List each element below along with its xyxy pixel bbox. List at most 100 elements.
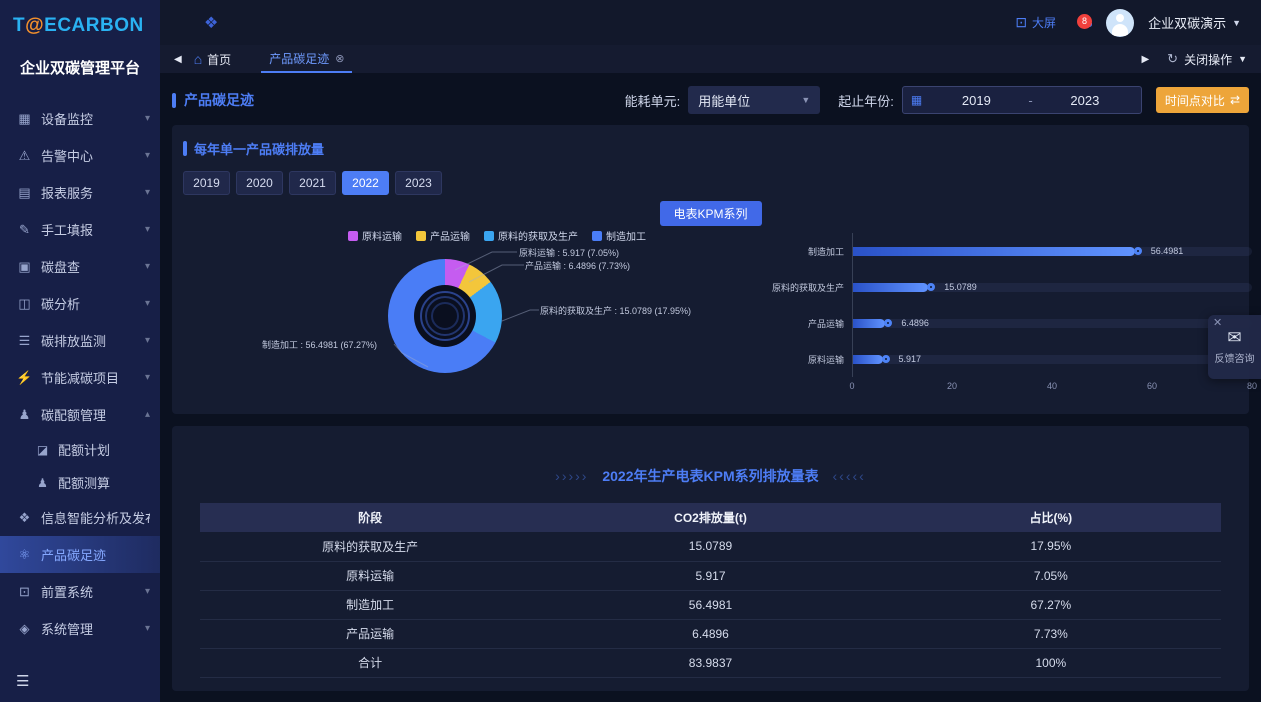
sidebar-subitem[interactable]: ◪ 配额计划 bbox=[0, 433, 160, 466]
year-range-picker[interactable]: ▦ 2019 - 2023 bbox=[901, 86, 1142, 114]
bar-fill bbox=[853, 246, 1142, 256]
table-cell: 17.95% bbox=[880, 532, 1221, 562]
chevron-down-icon: ▾ bbox=[144, 586, 150, 597]
kpm-series-button[interactable]: 电表KPM系列 bbox=[659, 201, 762, 226]
sidebar-subitem[interactable]: ♟ 配额测算 bbox=[0, 466, 160, 499]
bar-axis-tick: 80 bbox=[1246, 381, 1258, 391]
sidebar-item[interactable]: ◫ 碳分析 ▾ bbox=[0, 285, 160, 322]
sidebar-item[interactable]: ❖ 信息智能分析及发布 bbox=[0, 499, 160, 536]
sidebar-item-label: 报表服务 bbox=[41, 186, 94, 201]
chart-section-header: 每年单一产品碳排放量 bbox=[183, 139, 324, 158]
feedback-widget[interactable]: ✕ ✉ 反馈咨询 bbox=[1208, 315, 1261, 379]
sidebar-subitem-label: 配额测算 bbox=[58, 476, 111, 491]
home-tab[interactable]: ⌂ 首页 bbox=[194, 51, 231, 68]
sidebar-item-label: 手工填报 bbox=[41, 223, 94, 238]
bar-row[interactable]: 原料运输 5.917 bbox=[732, 341, 1252, 377]
sidebar-item[interactable]: ▤ 报表服务 ▾ bbox=[0, 174, 160, 211]
year-button[interactable]: 2021 bbox=[289, 171, 336, 195]
table-row[interactable]: 原料运输 5.917 7.05% bbox=[200, 561, 1221, 591]
legend-swatch bbox=[348, 230, 358, 241]
tabs-scroll-left-icon[interactable]: ◀ bbox=[174, 53, 182, 65]
sidebar-item[interactable]: ⊡ 前置系统 ▾ bbox=[0, 573, 160, 610]
table-panel: ››››› 2022年生产电表KPM系列排放量表 ‹‹‹‹‹ 阶段 CO2排放量(… bbox=[172, 426, 1249, 691]
table-body: 原料的获取及生产 15.0789 17.95% 原料运输 5.917 7.05% 制造加工 5… bbox=[200, 532, 1221, 678]
table-row[interactable]: 制造加工 56.4981 67.27% bbox=[200, 590, 1221, 620]
year-button[interactable]: 2019 bbox=[183, 171, 230, 195]
logo-text-rest: ECARBON bbox=[44, 15, 144, 36]
chevron-down-icon: ▼ bbox=[1232, 17, 1241, 28]
table-cell: 产品运输 bbox=[200, 619, 541, 649]
donut-chart[interactable] bbox=[388, 259, 502, 373]
sidebar-item[interactable]: ▣ 碳盘查 ▾ bbox=[0, 248, 160, 285]
quota-plan-icon: ◪ bbox=[36, 442, 49, 457]
table-row[interactable]: 原料的获取及生产 15.0789 17.95% bbox=[200, 532, 1221, 562]
year-start-value[interactable]: 2019 bbox=[961, 92, 991, 108]
apps-grid-icon[interactable]: ❖ bbox=[204, 14, 219, 32]
tab-close-icon[interactable]: ⊗ bbox=[335, 52, 345, 65]
product-footprint-icon: ⚛ bbox=[18, 546, 31, 562]
sidebar-item[interactable]: ⚡ 节能减碳项目 ▾ bbox=[0, 359, 160, 396]
tab-product-footprint[interactable]: 产品碳足迹 ⊗ bbox=[261, 45, 353, 73]
energy-unit-select[interactable]: 用能单位 ▼ bbox=[688, 86, 821, 114]
sidebar-item[interactable]: ⚠ 告警中心 ▾ bbox=[0, 137, 160, 174]
sidebar-item-label: 产品碳足迹 bbox=[41, 548, 107, 563]
feedback-close-icon[interactable]: ✕ bbox=[1213, 317, 1223, 329]
bar-axis-ticks: 0 20 40 60 80 bbox=[849, 377, 1257, 395]
tabs-scroll-right-icon[interactable]: ▶ bbox=[1141, 53, 1150, 65]
content: 产品碳足迹 能耗单元: 用能单位 ▼ 起止年份: ▦ 2019 - 2023 时… bbox=[160, 73, 1261, 702]
pie-chart-area: 原料运输 产品运输 原料的获取及生产 制造加工 bbox=[172, 225, 702, 411]
big-screen-button[interactable]: ⊡ 大屏 bbox=[1015, 14, 1056, 31]
table-row[interactable]: 合计 83.9837 100% bbox=[200, 648, 1221, 678]
big-screen-label: 大屏 bbox=[1032, 16, 1057, 30]
year-button[interactable]: 2022 bbox=[342, 171, 389, 195]
legend-item[interactable]: 原料的获取及生产 bbox=[484, 228, 578, 243]
sidebar-item[interactable]: ✎ 手工填报 ▾ bbox=[0, 211, 160, 248]
emission-monitor-icon: ☰ bbox=[18, 332, 31, 348]
chart-panel: 每年单一产品碳排放量 2019 2020 2021 2022 2023 电表KPM系列 … bbox=[172, 125, 1257, 414]
avatar[interactable] bbox=[1106, 8, 1135, 37]
sidebar-item[interactable]: ♟ 碳配额管理 ▴ bbox=[0, 396, 160, 433]
bar-x-axis: 0 20 40 60 80 bbox=[732, 377, 1257, 395]
bar-category-label: 产品运输 bbox=[807, 318, 844, 329]
year-end-value[interactable]: 2023 bbox=[1070, 92, 1100, 108]
front-system-icon: ⊡ bbox=[19, 583, 30, 599]
year-range-label: 起止年份: bbox=[838, 93, 894, 109]
table-cell: 原料的获取及生产 bbox=[200, 532, 541, 562]
legend-item[interactable]: 产品运输 bbox=[416, 228, 470, 243]
legend-item[interactable]: 原料运输 bbox=[348, 228, 402, 243]
notification-badge: 8 bbox=[1077, 13, 1093, 29]
bar-row[interactable]: 制造加工 56.4981 bbox=[732, 233, 1252, 269]
table-column-header: 阶段 bbox=[200, 503, 541, 532]
legend-item[interactable]: 制造加工 bbox=[592, 228, 646, 243]
sidebar-item-label: 告警中心 bbox=[41, 149, 94, 164]
bar-axis-tick: 40 bbox=[1046, 381, 1058, 391]
donut-ring bbox=[425, 296, 465, 336]
sidebar-collapse-icon[interactable]: ☰ bbox=[16, 673, 30, 690]
refresh-icon[interactable]: ↻ bbox=[1167, 51, 1179, 66]
bar-row[interactable]: 原料的获取及生产 15.0789 bbox=[732, 269, 1252, 305]
year-button[interactable]: 2023 bbox=[395, 171, 442, 195]
close-operations-dropdown[interactable]: ↻ 关闭操作 ▼ bbox=[1167, 51, 1247, 68]
time-compare-button[interactable]: 时间点对比 ⇄ bbox=[1155, 87, 1249, 113]
table-row[interactable]: 产品运输 6.4896 7.73% bbox=[200, 619, 1221, 649]
chevron-down-icon: ▾ bbox=[144, 261, 150, 272]
manual-entry-icon: ✎ bbox=[19, 221, 30, 237]
bar-value-label: 6.4896 bbox=[901, 318, 929, 328]
bar-row[interactable]: 产品运输 6.4896 bbox=[732, 305, 1252, 341]
donut-ring bbox=[431, 302, 459, 330]
sidebar-item[interactable]: ◈ 系统管理 ▾ bbox=[0, 610, 160, 647]
year-button[interactable]: 2020 bbox=[236, 171, 283, 195]
bar-value-label: 5.917 bbox=[898, 354, 922, 364]
pie-slice-label: 制造加工 : 56.4981 (67.27%) bbox=[262, 340, 378, 350]
chevron-down-icon: ▾ bbox=[144, 150, 150, 161]
sidebar-item[interactable]: ☰ 碳排放监测 ▾ bbox=[0, 322, 160, 359]
legend-label: 制造加工 bbox=[606, 232, 646, 243]
table-cell: 7.05% bbox=[880, 561, 1221, 591]
sidebar-item-label: 系统管理 bbox=[41, 622, 94, 637]
legend-swatch bbox=[484, 230, 494, 241]
pie-legend: 原料运输 产品运输 原料的获取及生产 制造加工 bbox=[348, 228, 646, 243]
sidebar-item[interactable]: ⚛ 产品碳足迹 bbox=[0, 536, 160, 573]
sidebar-item[interactable]: ▦ 设备监控 ▾ bbox=[0, 100, 160, 137]
tenant-dropdown[interactable]: 企业双碳演示 ▼ bbox=[1148, 13, 1241, 32]
sidebar-item-label: 碳排放监测 bbox=[41, 334, 107, 349]
